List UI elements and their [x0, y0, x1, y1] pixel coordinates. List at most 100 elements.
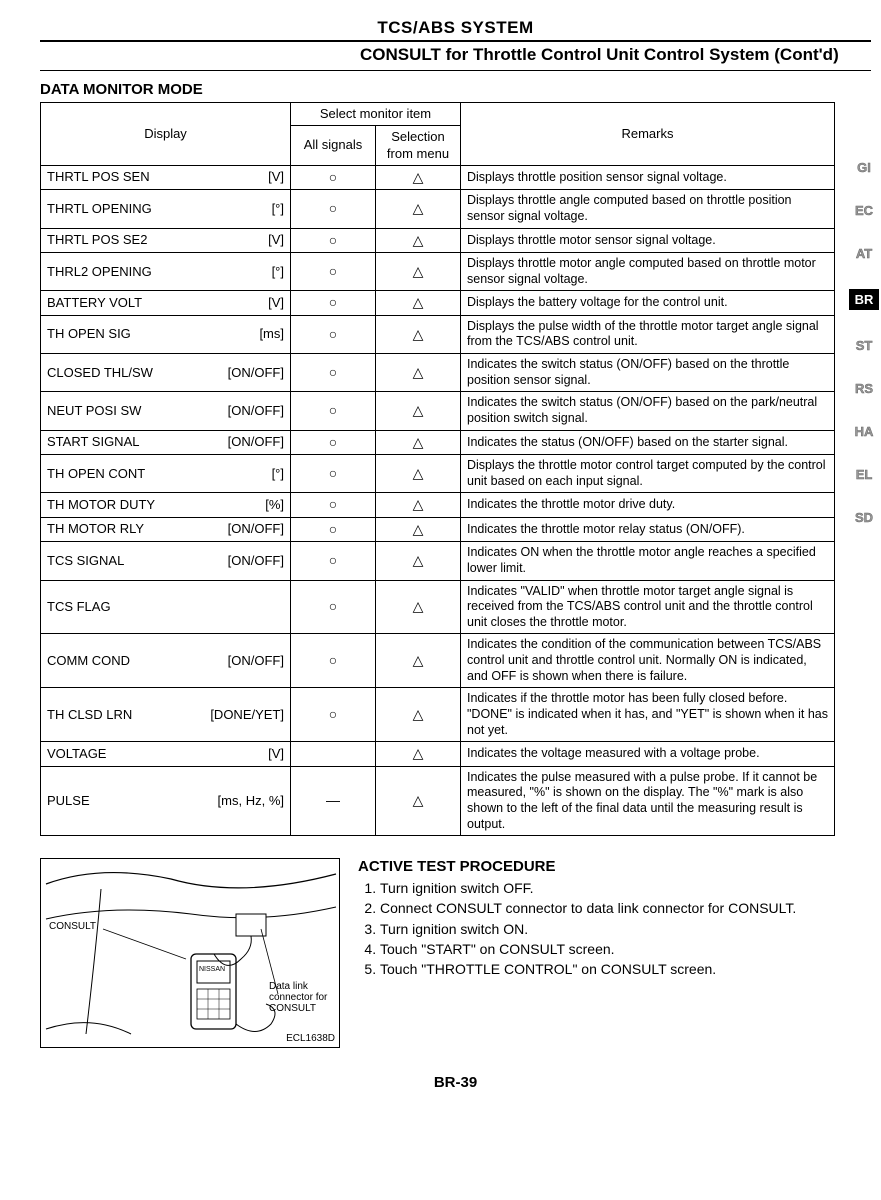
- remarks-cell: Indicates the voltage measured with a vo…: [461, 742, 835, 767]
- section-tab-sd[interactable]: SD: [849, 510, 879, 525]
- table-row: THRTL POS SEN[V]○△Displays throttle posi…: [41, 165, 835, 190]
- all-signals-cell: ○: [291, 354, 376, 392]
- display-cell: CLOSED THL/SW[ON/OFF]: [41, 354, 291, 392]
- signal-name: NEUT POSI SW: [47, 403, 141, 419]
- selection-cell: △: [376, 430, 461, 455]
- remarks-cell: Displays the throttle motor control targ…: [461, 455, 835, 493]
- procedure-step: Touch "THROTTLE CONTROL" on CONSULT scre…: [380, 960, 871, 978]
- section-tab-el[interactable]: EL: [849, 467, 879, 482]
- selection-cell: △: [376, 493, 461, 518]
- selection-cell: △: [376, 688, 461, 742]
- signal-name: TCS FLAG: [47, 599, 111, 615]
- table-row: TCS SIGNAL[ON/OFF]○△Indicates ON when th…: [41, 542, 835, 580]
- display-cell: TH MOTOR RLY[ON/OFF]: [41, 517, 291, 542]
- all-signals-cell: ○: [291, 392, 376, 430]
- section-tab-ha[interactable]: HA: [849, 424, 879, 439]
- selection-cell: △: [376, 766, 461, 836]
- consult-figure: CONSULT NISSAN Data link connector for C…: [40, 858, 340, 1048]
- th-selection: Selection from menu: [376, 126, 461, 166]
- signal-name: PULSE: [47, 793, 90, 809]
- remarks-cell: Displays throttle position sensor signal…: [461, 165, 835, 190]
- selection-cell: △: [376, 542, 461, 580]
- procedure-step: Touch "START" on CONSULT screen.: [380, 940, 871, 958]
- selection-cell: △: [376, 253, 461, 291]
- remarks-cell: Indicates the pulse measured with a puls…: [461, 766, 835, 836]
- table-row: TCS FLAG○△Indicates "VALID" when throttl…: [41, 580, 835, 634]
- all-signals-cell: [291, 742, 376, 767]
- all-signals-cell: ○: [291, 634, 376, 688]
- selection-cell: △: [376, 455, 461, 493]
- remarks-cell: Displays the pulse width of the throttle…: [461, 315, 835, 353]
- th-display: Display: [41, 103, 291, 166]
- fig-code: ECL1638D: [286, 1033, 335, 1044]
- all-signals-cell: ○: [291, 253, 376, 291]
- selection-cell: △: [376, 392, 461, 430]
- signal-unit: [ms, Hz, %]: [218, 793, 284, 809]
- active-test-heading: ACTIVE TEST PROCEDURE: [358, 858, 871, 875]
- section-tab-at[interactable]: AT: [849, 246, 879, 261]
- signal-name: BATTERY VOLT: [47, 295, 142, 311]
- remarks-cell: Displays the battery voltage for the con…: [461, 291, 835, 316]
- procedure-step: Turn ignition switch ON.: [380, 920, 871, 938]
- signal-name: THRTL POS SEN: [47, 169, 150, 185]
- all-signals-cell: ○: [291, 455, 376, 493]
- table-row: NEUT POSI SW[ON/OFF]○△Indicates the swit…: [41, 392, 835, 430]
- selection-cell: △: [376, 517, 461, 542]
- remarks-cell: Displays throttle motor sensor signal vo…: [461, 228, 835, 253]
- th-remarks: Remarks: [461, 103, 835, 166]
- remarks-cell: Indicates "VALID" when throttle motor ta…: [461, 580, 835, 634]
- table-row: TH OPEN SIG[ms]○△Displays the pulse widt…: [41, 315, 835, 353]
- section-tabs: GI EC AT BR ST RS HA EL SD: [849, 160, 879, 553]
- subtitle-wrap: CONSULT for Throttle Control Unit Contro…: [40, 42, 871, 71]
- table-row: TH OPEN CONT [°] ○△Displays the throttle m…: [41, 455, 835, 493]
- signal-name: THRTL OPENING: [47, 201, 152, 217]
- table-row: THRL2 OPENING[°]○△Displays throttle moto…: [41, 253, 835, 291]
- remarks-cell: Indicates if the throttle motor has been…: [461, 688, 835, 742]
- table-row: COMM COND[ON/OFF]○△Indicates the conditi…: [41, 634, 835, 688]
- signal-name: CLOSED THL/SW: [47, 365, 153, 381]
- signal-unit: [V]: [268, 746, 284, 762]
- selection-cell: △: [376, 228, 461, 253]
- signal-unit: [V]: [268, 169, 284, 185]
- procedure-step: Connect CONSULT connector to data link c…: [380, 899, 871, 917]
- signal-name: VOLTAGE: [47, 746, 106, 762]
- th-select-group: Select monitor item: [291, 103, 461, 126]
- section-tab-st[interactable]: ST: [849, 338, 879, 353]
- selection-cell: △: [376, 580, 461, 634]
- main-title: TCS/ABS SYSTEM: [40, 18, 871, 42]
- all-signals-cell: ○: [291, 688, 376, 742]
- all-signals-cell: —: [291, 766, 376, 836]
- signal-unit: [ON/OFF]: [228, 653, 284, 669]
- signal-unit: [°]: [272, 264, 284, 280]
- remarks-cell: Indicates the status (ON/OFF) based on t…: [461, 430, 835, 455]
- display-cell: NEUT POSI SW[ON/OFF]: [41, 392, 291, 430]
- data-monitor-table: Display Select monitor item Remarks All …: [40, 102, 835, 836]
- table-row: START SIGNAL[ON/OFF]○△Indicates the stat…: [41, 430, 835, 455]
- display-cell: TH MOTOR DUTY[%]: [41, 493, 291, 518]
- display-cell: VOLTAGE [V]: [41, 742, 291, 767]
- display-cell: TH OPEN SIG[ms]: [41, 315, 291, 353]
- all-signals-cell: ○: [291, 228, 376, 253]
- signal-unit: [°]: [272, 466, 284, 482]
- selection-cell: △: [376, 354, 461, 392]
- table-row: THRTL POS SE2[V]○△Displays throttle moto…: [41, 228, 835, 253]
- selection-cell: △: [376, 165, 461, 190]
- section-tab-gi[interactable]: GI: [849, 160, 879, 175]
- section-tab-br[interactable]: BR: [849, 289, 879, 310]
- all-signals-cell: ○: [291, 291, 376, 316]
- all-signals-cell: ○: [291, 517, 376, 542]
- display-cell: TH CLSD LRN[DONE/YET]: [41, 688, 291, 742]
- signal-name: TH MOTOR DUTY: [47, 497, 155, 513]
- display-cell: START SIGNAL[ON/OFF]: [41, 430, 291, 455]
- signal-unit: [V]: [268, 232, 284, 248]
- remarks-cell: Indicates the switch status (ON/OFF) bas…: [461, 354, 835, 392]
- table-row: THRTL OPENING[°]○△Displays throttle angl…: [41, 190, 835, 228]
- section-tab-ec[interactable]: EC: [849, 203, 879, 218]
- table-row: BATTERY VOLT[V]○△Displays the battery vo…: [41, 291, 835, 316]
- signal-name: TH OPEN CONT: [47, 466, 145, 482]
- table-row: PULSE [ms, Hz, %] —△Indicates the pulse me…: [41, 766, 835, 836]
- display-cell: COMM COND[ON/OFF]: [41, 634, 291, 688]
- section-tab-rs[interactable]: RS: [849, 381, 879, 396]
- fig-nissan-label: NISSAN: [199, 966, 225, 974]
- signal-name: TH OPEN SIG: [47, 326, 131, 342]
